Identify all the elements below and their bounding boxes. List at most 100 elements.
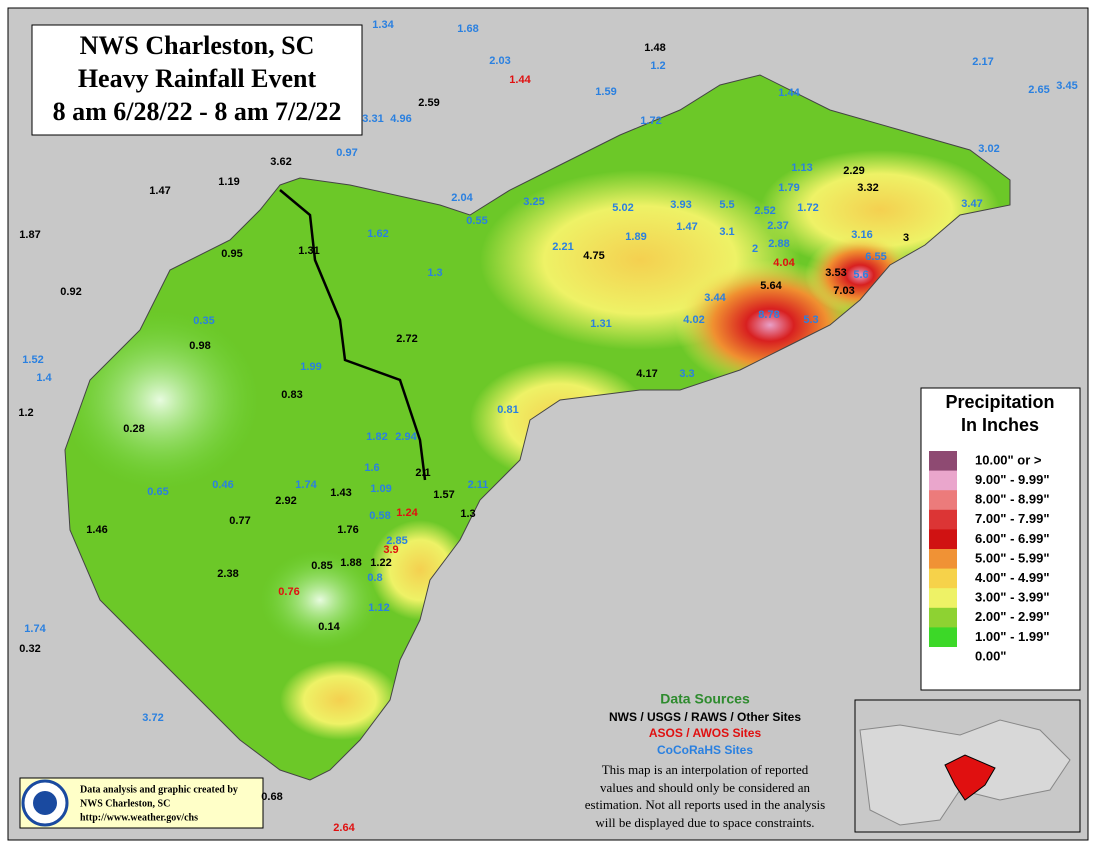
legend-swatch — [929, 470, 957, 491]
station-value: 1.19 — [218, 176, 239, 188]
station-value: 3.1 — [719, 226, 734, 238]
legend-label: 6.00" - 6.99" — [975, 531, 1049, 546]
station-value: 0.65 — [147, 486, 168, 498]
station-value: 3 — [903, 232, 909, 244]
station-value: 2.72 — [396, 333, 417, 345]
legend-label: 8.00" - 8.99" — [975, 492, 1049, 507]
legend-label: 2.00" - 2.99" — [975, 609, 1049, 624]
station-value: 1.13 — [791, 162, 812, 174]
station-value: 1.57 — [433, 489, 454, 501]
station-value: 1.74 — [24, 623, 46, 635]
source-nws: NWS / USGS / RAWS / Other Sites — [609, 710, 801, 724]
station-value: 0.68 — [261, 791, 282, 803]
credits-line: Data analysis and graphic created by — [80, 784, 238, 795]
station-value: 0.95 — [221, 248, 242, 260]
station-value: 2.92 — [275, 495, 296, 507]
station-value: 1.68 — [457, 23, 478, 35]
station-value: 0.77 — [229, 515, 250, 527]
station-value: 5.3 — [803, 314, 818, 326]
station-value: 4.96 — [390, 113, 411, 125]
title-line: 8 am 6/28/22 - 8 am 7/2/22 — [53, 97, 342, 126]
legend-swatch — [929, 549, 957, 569]
station-value: 1.59 — [595, 86, 616, 98]
station-value: 0.55 — [466, 215, 487, 227]
station-value: 4.04 — [773, 257, 795, 269]
legend-swatch — [929, 529, 957, 550]
station-value: 0.14 — [318, 621, 340, 633]
station-value: 3.53 — [825, 267, 846, 279]
credits-line: http://www.weather.gov/chs — [80, 812, 198, 823]
sources-note: This map is an interpolation of reported — [602, 762, 809, 777]
station-value: 1.47 — [149, 185, 170, 197]
nws-logo-center — [33, 791, 57, 815]
station-value: 2.88 — [768, 238, 789, 250]
station-value: 1.46 — [86, 524, 107, 536]
station-value: 7.03 — [833, 285, 854, 297]
station-value: 0.76 — [278, 586, 299, 598]
station-value: 1.43 — [330, 487, 351, 499]
station-value: 1.31 — [298, 245, 319, 257]
legend-swatch — [929, 627, 957, 648]
legend-title: In Inches — [961, 415, 1039, 435]
station-value: 1.79 — [778, 182, 799, 194]
station-value: 3.72 — [142, 712, 163, 724]
station-value: 1.87 — [19, 229, 40, 241]
station-value: 3.32 — [857, 182, 878, 194]
station-value: 5.02 — [612, 202, 633, 214]
station-value: 2.52 — [754, 205, 775, 217]
station-value: 6.55 — [865, 251, 886, 263]
station-value: 2.94 — [395, 431, 417, 443]
station-value: 5.6 — [853, 269, 868, 281]
station-value: 1.2 — [18, 407, 33, 419]
station-value: 1.31 — [590, 318, 611, 330]
legend-label: 10.00" or > — [975, 452, 1042, 467]
station-value: 0.35 — [193, 315, 214, 327]
title-line: Heavy Rainfall Event — [78, 64, 317, 93]
station-value: 3.93 — [670, 199, 691, 211]
station-value: 1.34 — [372, 19, 394, 31]
station-value: 0.92 — [60, 286, 81, 298]
station-value: 0.81 — [497, 404, 518, 416]
legend-swatch — [929, 509, 957, 530]
station-value: 0.8 — [367, 572, 382, 584]
station-value: 2.29 — [843, 165, 864, 177]
station-value: 1.74 — [295, 479, 317, 491]
station-value: 1.99 — [300, 361, 321, 373]
legend-label: 5.00" - 5.99" — [975, 550, 1049, 565]
sources-heading: Data Sources — [660, 691, 750, 707]
credits-line: NWS Charleston, SC — [80, 798, 170, 809]
station-value: 4.02 — [683, 314, 704, 326]
source-cocorahs: CoCoRaHS Sites — [657, 743, 753, 757]
station-value: 1.3 — [427, 267, 442, 279]
station-value: 1.6 — [364, 462, 379, 474]
legend-label: 3.00" - 3.99" — [975, 590, 1049, 605]
station-value: 1.72 — [640, 115, 661, 127]
station-value: 0.85 — [311, 560, 332, 572]
station-value: 1.62 — [367, 228, 388, 240]
station-value: 2.37 — [767, 220, 788, 232]
station-value: 2.38 — [217, 568, 238, 580]
legend: 10.00" or > 9.00" - 9.99" 8.00" - 8.99" 7.0… — [929, 451, 1049, 667]
station-value: 3.62 — [270, 156, 291, 168]
station-value: 1.3 — [460, 508, 475, 520]
station-labels: 1.34 1.68 2.03 1.2 1.59 1.72 3.31 4.96 0.97 2.17 2… — [18, 19, 1077, 834]
station-value: 3.16 — [851, 229, 872, 241]
station-value: 2.59 — [418, 97, 439, 109]
station-value: 2 — [752, 243, 758, 255]
data-sources: Data Sources NWS / USGS / RAWS / Other S… — [585, 691, 825, 830]
legend-label: 4.00" - 4.99" — [975, 570, 1049, 585]
source-asos: ASOS / AWOS Sites — [649, 726, 762, 740]
station-value: 1.44 — [509, 74, 531, 86]
station-value: 2.1 — [415, 467, 430, 479]
station-value: 3.47 — [961, 198, 982, 210]
sources-note: will be displayed due to space constrain… — [595, 815, 814, 830]
station-value: 2.85 — [386, 535, 407, 547]
station-value: 5.5 — [719, 199, 734, 211]
station-value: 2.11 — [468, 479, 489, 491]
station-value: 2.04 — [451, 192, 473, 204]
station-value: 0.58 — [369, 510, 390, 522]
sources-note: estimation. Not all reports used in the … — [585, 797, 825, 812]
inset-cwa — [944, 754, 996, 801]
station-value: 0.98 — [189, 340, 210, 352]
station-value: 5.64 — [760, 280, 782, 292]
